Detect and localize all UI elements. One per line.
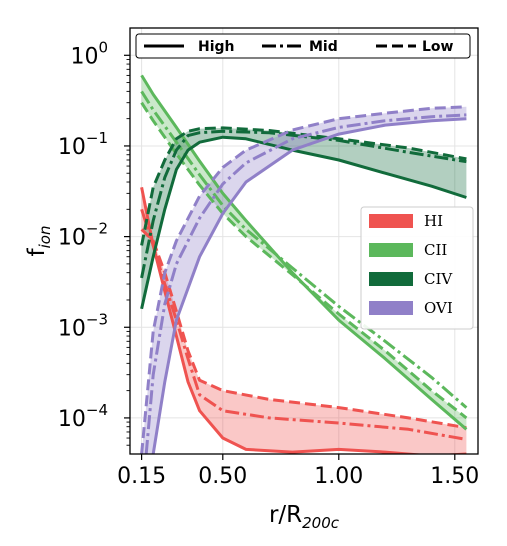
y-tick-label: 10−2 (58, 220, 108, 251)
x-tick-label: 1.50 (430, 464, 479, 489)
y-tick-label: 10−1 (58, 129, 108, 160)
legend-hi-label: HI (424, 212, 443, 230)
x-axis-label: r/R200c (269, 502, 340, 532)
ovi-low-line (140, 105, 467, 454)
legend-civ-label: CIV (424, 270, 453, 288)
legend-cii-label: CII (424, 241, 447, 259)
ion-legend-box (360, 206, 474, 330)
hi-high-line (140, 187, 467, 454)
cii-high-line (140, 74, 468, 431)
y-tick-label: 10−4 (58, 401, 108, 432)
x-tick-label: 1.00 (314, 464, 363, 489)
cii-low-line (140, 101, 468, 420)
cii-band (141, 75, 467, 430)
ovi-high-line (151, 117, 467, 454)
x-tick-label: 0.15 (117, 464, 166, 489)
linestyle-legend: High Mid Low (135, 33, 471, 59)
legend-ovi-swatch (369, 301, 413, 315)
ion-legend: HI CII CIV OVI (360, 206, 474, 330)
legend-low-label: Low (422, 39, 454, 55)
legend-hi-swatch (369, 214, 413, 228)
legend-cii-swatch (369, 243, 413, 257)
x-axis-ticks: 0.15 0.50 1.00 1.50 (117, 454, 479, 489)
legend-ovi-label: OVI (424, 299, 453, 317)
legend-mid-label: Mid (309, 39, 338, 55)
hi-mid-line (140, 208, 467, 441)
civ-mid-line (140, 129, 467, 279)
legend-civ-swatch (369, 272, 413, 286)
ovi-mid-line (144, 113, 467, 454)
x-tick-label: 0.50 (198, 464, 247, 489)
series-lines (140, 74, 468, 454)
y-tick-label: 10−3 (58, 310, 108, 341)
civ-high-line (140, 135, 467, 310)
linestyle-legend-box (135, 33, 471, 59)
hi-band (141, 187, 467, 454)
civ-low-line (140, 126, 467, 246)
y-axis-ticks: 100 10−1 10−2 10−3 10−4 (58, 38, 130, 446)
hi-low-line (140, 228, 467, 430)
y-axis-label: fion (24, 226, 54, 257)
y-tick-label: 100 (70, 38, 108, 69)
legend-high-label: High (198, 39, 235, 55)
